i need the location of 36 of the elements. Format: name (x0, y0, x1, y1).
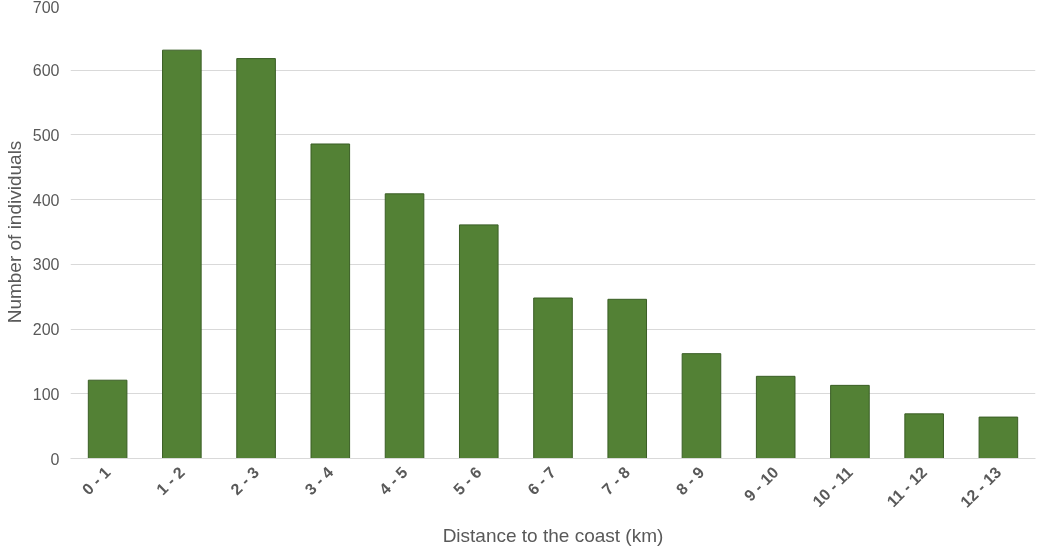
y-tick-label: 400 (32, 191, 60, 209)
bar (162, 49, 202, 459)
y-tick-label: 200 (32, 321, 60, 339)
y-tick-label: 500 (32, 126, 60, 144)
bar (310, 143, 351, 459)
x-tick-label: 8 - 9 (672, 463, 708, 499)
bar (904, 413, 944, 459)
x-tick-label: 4 - 5 (375, 463, 411, 499)
y-axis-title: Number of individuals (3, 140, 25, 324)
x-tick-label: 6 - 7 (524, 463, 560, 499)
bar (607, 298, 648, 459)
x-tick-label: 3 - 4 (301, 463, 337, 499)
bar (755, 375, 796, 459)
y-tick-label: 0 (50, 450, 60, 468)
y-tick-label: 600 (32, 62, 60, 80)
bar (533, 297, 573, 459)
x-tick-label: 2 - 3 (227, 463, 263, 499)
y-tick-label: 300 (32, 256, 60, 274)
x-tick-label: 7 - 8 (598, 463, 634, 499)
x-tick-label: 1 - 2 (153, 463, 188, 499)
x-tick-label: 11 - 12 (883, 463, 931, 511)
bar (236, 58, 276, 459)
y-tick-label: 700 (32, 0, 60, 16)
x-tick-label: 10 - 11 (809, 463, 856, 511)
bar (681, 353, 722, 459)
x-axis-title: Distance to the coast (km) (442, 524, 664, 546)
bar (458, 224, 499, 459)
x-tick-label: 5 - 6 (450, 463, 485, 499)
bar (87, 379, 128, 459)
x-tick-label: 9 - 10 (740, 463, 782, 505)
bar (384, 193, 425, 459)
x-tick-label: 0 - 1 (78, 463, 114, 499)
bar (830, 384, 870, 459)
bar (978, 416, 1019, 459)
y-tick-label: 100 (32, 385, 60, 403)
x-tick-label: 12 - 13 (957, 463, 1005, 511)
